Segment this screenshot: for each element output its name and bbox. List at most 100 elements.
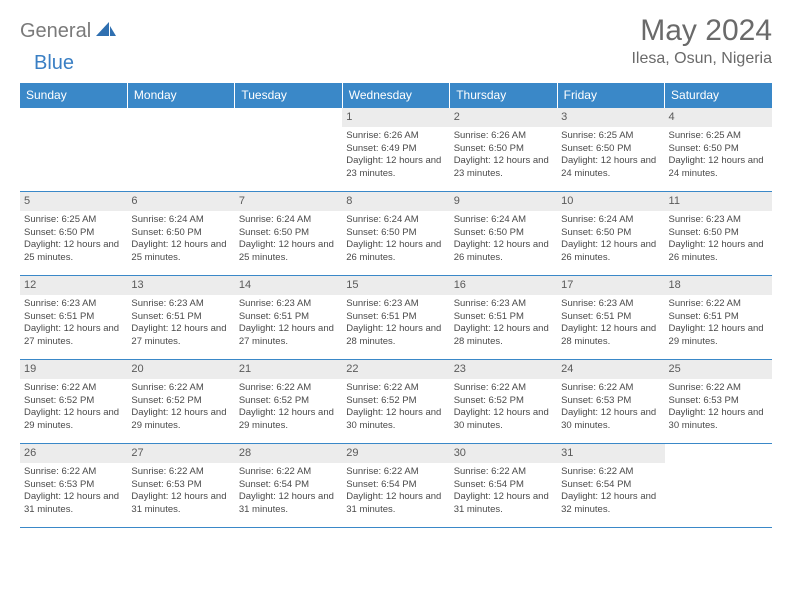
day-number: 27 [127,444,234,463]
day-number: 3 [557,108,664,127]
day-body: Sunrise: 6:25 AMSunset: 6:50 PMDaylight:… [20,211,127,269]
logo-text-blue: Blue [34,52,786,75]
calendar-cell: 25Sunrise: 6:22 AMSunset: 6:53 PMDayligh… [665,360,772,444]
day-number: 8 [342,192,449,211]
day-number: 20 [127,360,234,379]
calendar-cell: 20Sunrise: 6:22 AMSunset: 6:52 PMDayligh… [127,360,234,444]
calendar-body: . . . 1Sunrise: 6:26 AMSunset: 6:49 PMDa… [20,108,772,528]
day-number: 2 [450,108,557,127]
calendar-cell: 27Sunrise: 6:22 AMSunset: 6:53 PMDayligh… [127,444,234,528]
day-body: Sunrise: 6:22 AMSunset: 6:52 PMDaylight:… [127,379,234,437]
day-number: 22 [342,360,449,379]
day-body: Sunrise: 6:22 AMSunset: 6:53 PMDaylight:… [20,463,127,521]
calendar-cell: 31Sunrise: 6:22 AMSunset: 6:54 PMDayligh… [557,444,664,528]
day-header: Friday [557,83,664,108]
day-number: 13 [127,276,234,295]
day-body: Sunrise: 6:22 AMSunset: 6:52 PMDaylight:… [450,379,557,437]
day-number: 9 [450,192,557,211]
logo-text-general: General [20,20,91,43]
calendar-cell: 6Sunrise: 6:24 AMSunset: 6:50 PMDaylight… [127,192,234,276]
calendar-week-row: 26Sunrise: 6:22 AMSunset: 6:53 PMDayligh… [20,444,772,528]
day-body: Sunrise: 6:22 AMSunset: 6:53 PMDaylight:… [557,379,664,437]
day-body: Sunrise: 6:26 AMSunset: 6:49 PMDaylight:… [342,127,449,185]
day-number: 15 [342,276,449,295]
calendar-cell: 9Sunrise: 6:24 AMSunset: 6:50 PMDaylight… [450,192,557,276]
calendar-cell: 30Sunrise: 6:22 AMSunset: 6:54 PMDayligh… [450,444,557,528]
day-number: 4 [665,108,772,127]
day-number: 28 [235,444,342,463]
calendar-cell: 11Sunrise: 6:23 AMSunset: 6:50 PMDayligh… [665,192,772,276]
day-body: Sunrise: 6:22 AMSunset: 6:52 PMDaylight:… [20,379,127,437]
calendar-header-row: SundayMondayTuesdayWednesdayThursdayFrid… [20,83,772,108]
day-number: 18 [665,276,772,295]
calendar-cell: 15Sunrise: 6:23 AMSunset: 6:51 PMDayligh… [342,276,449,360]
calendar-cell: 17Sunrise: 6:23 AMSunset: 6:51 PMDayligh… [557,276,664,360]
day-body: Sunrise: 6:22 AMSunset: 6:52 PMDaylight:… [342,379,449,437]
day-header: Saturday [665,83,772,108]
day-body: Sunrise: 6:24 AMSunset: 6:50 PMDaylight:… [235,211,342,269]
calendar-cell: 18Sunrise: 6:22 AMSunset: 6:51 PMDayligh… [665,276,772,360]
calendar-cell: 13Sunrise: 6:23 AMSunset: 6:51 PMDayligh… [127,276,234,360]
day-body: Sunrise: 6:23 AMSunset: 6:51 PMDaylight:… [127,295,234,353]
day-body: Sunrise: 6:22 AMSunset: 6:54 PMDaylight:… [235,463,342,521]
day-body: Sunrise: 6:24 AMSunset: 6:50 PMDaylight:… [450,211,557,269]
calendar-cell: 26Sunrise: 6:22 AMSunset: 6:53 PMDayligh… [20,444,127,528]
calendar-week-row: 19Sunrise: 6:22 AMSunset: 6:52 PMDayligh… [20,360,772,444]
calendar-week-row: . . . 1Sunrise: 6:26 AMSunset: 6:49 PMDa… [20,108,772,192]
calendar-cell: 23Sunrise: 6:22 AMSunset: 6:52 PMDayligh… [450,360,557,444]
day-body: Sunrise: 6:22 AMSunset: 6:53 PMDaylight:… [665,379,772,437]
day-number: 7 [235,192,342,211]
calendar-cell: 22Sunrise: 6:22 AMSunset: 6:52 PMDayligh… [342,360,449,444]
day-number: 24 [557,360,664,379]
day-body: Sunrise: 6:23 AMSunset: 6:51 PMDaylight:… [557,295,664,353]
calendar-cell: 4Sunrise: 6:25 AMSunset: 6:50 PMDaylight… [665,108,772,192]
day-body: Sunrise: 6:26 AMSunset: 6:50 PMDaylight:… [450,127,557,185]
day-body: Sunrise: 6:25 AMSunset: 6:50 PMDaylight:… [557,127,664,185]
day-header: Monday [127,83,234,108]
calendar-week-row: 5Sunrise: 6:25 AMSunset: 6:50 PMDaylight… [20,192,772,276]
calendar-cell: . [20,108,127,192]
calendar-cell: 10Sunrise: 6:24 AMSunset: 6:50 PMDayligh… [557,192,664,276]
calendar-cell: 29Sunrise: 6:22 AMSunset: 6:54 PMDayligh… [342,444,449,528]
day-number: 29 [342,444,449,463]
day-number: 6 [127,192,234,211]
day-body: Sunrise: 6:23 AMSunset: 6:51 PMDaylight:… [235,295,342,353]
calendar-cell: 2Sunrise: 6:26 AMSunset: 6:50 PMDaylight… [450,108,557,192]
month-title: May 2024 [631,14,772,48]
calendar-cell: 16Sunrise: 6:23 AMSunset: 6:51 PMDayligh… [450,276,557,360]
day-number: 25 [665,360,772,379]
day-number: 16 [450,276,557,295]
day-number: 14 [235,276,342,295]
day-body: Sunrise: 6:24 AMSunset: 6:50 PMDaylight:… [127,211,234,269]
day-number: 19 [20,360,127,379]
day-header: Wednesday [342,83,449,108]
day-body: Sunrise: 6:23 AMSunset: 6:50 PMDaylight:… [665,211,772,269]
calendar-cell: 28Sunrise: 6:22 AMSunset: 6:54 PMDayligh… [235,444,342,528]
calendar-table: SundayMondayTuesdayWednesdayThursdayFrid… [20,83,772,528]
calendar-cell: . [665,444,772,528]
day-body: Sunrise: 6:24 AMSunset: 6:50 PMDaylight:… [557,211,664,269]
logo: General [20,20,119,43]
calendar-cell: 14Sunrise: 6:23 AMSunset: 6:51 PMDayligh… [235,276,342,360]
calendar-cell: . [127,108,234,192]
day-body: Sunrise: 6:23 AMSunset: 6:51 PMDaylight:… [20,295,127,353]
calendar-cell: 1Sunrise: 6:26 AMSunset: 6:49 PMDaylight… [342,108,449,192]
day-number: 30 [450,444,557,463]
calendar-cell: 5Sunrise: 6:25 AMSunset: 6:50 PMDaylight… [20,192,127,276]
day-body: Sunrise: 6:22 AMSunset: 6:52 PMDaylight:… [235,379,342,437]
day-header: Thursday [450,83,557,108]
day-body: Sunrise: 6:23 AMSunset: 6:51 PMDaylight:… [342,295,449,353]
logo-sail-icon [95,21,117,42]
day-header: Sunday [20,83,127,108]
day-body: Sunrise: 6:22 AMSunset: 6:54 PMDaylight:… [557,463,664,521]
day-body: Sunrise: 6:22 AMSunset: 6:53 PMDaylight:… [127,463,234,521]
calendar-cell: 21Sunrise: 6:22 AMSunset: 6:52 PMDayligh… [235,360,342,444]
calendar-cell: 8Sunrise: 6:24 AMSunset: 6:50 PMDaylight… [342,192,449,276]
day-number: 17 [557,276,664,295]
day-number: 1 [342,108,449,127]
day-number: 21 [235,360,342,379]
day-number: 10 [557,192,664,211]
day-number: 12 [20,276,127,295]
day-number: 26 [20,444,127,463]
day-body: Sunrise: 6:24 AMSunset: 6:50 PMDaylight:… [342,211,449,269]
